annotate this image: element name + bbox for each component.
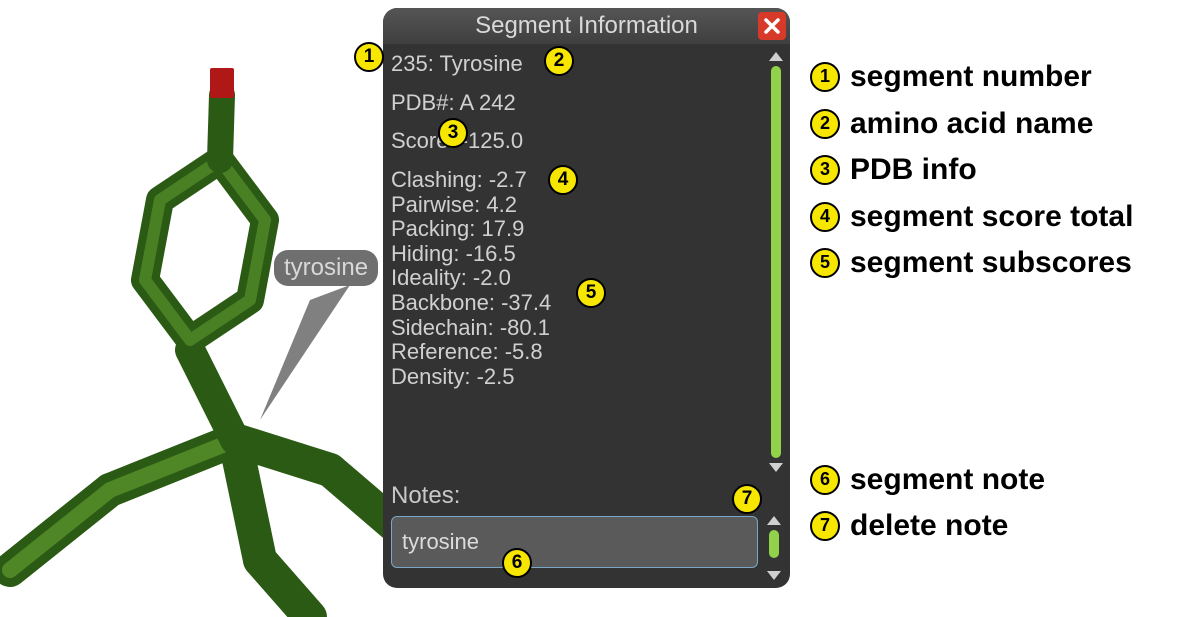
notes-scrollbar[interactable] (766, 516, 782, 580)
legend-marker: 2 (810, 109, 840, 139)
panel-scrollbar[interactable] (768, 52, 784, 472)
legend-label: amino acid name (850, 101, 1093, 148)
segment-line: 235: Tyrosine (391, 52, 760, 77)
panel-body: 235: Tyrosine PDB#: A 242 Score: -125.0 … (383, 44, 762, 480)
legend-marker: 1 (810, 62, 840, 92)
subscore-line: Pairwise: 4.2 (391, 193, 760, 218)
pdb-line: PDB#: A 242 (391, 91, 760, 116)
scroll-down-icon[interactable] (767, 571, 781, 580)
legend-row: 5 segment subscores (810, 240, 1133, 287)
callout-marker-4: 4 (548, 165, 578, 195)
notes-area: Notes: (391, 482, 758, 580)
subscore-line: Reference: -5.8 (391, 340, 760, 365)
panel-title: Segment Information (475, 12, 698, 40)
legend-row: 7 delete note (810, 503, 1133, 550)
legend-row: 2 amino acid name (810, 101, 1133, 148)
legend-marker: 6 (810, 465, 840, 495)
legend-marker: 7 (810, 511, 840, 541)
legend-label: segment subscores (850, 240, 1132, 287)
scroll-down-icon[interactable] (769, 463, 783, 472)
legend-label: segment score total (850, 194, 1133, 241)
legend-marker: 3 (810, 155, 840, 185)
callout-marker-1: 1 (354, 42, 384, 72)
subscore-line: Sidechain: -80.1 (391, 316, 760, 341)
scroll-thumb[interactable] (769, 530, 779, 558)
notes-input[interactable] (391, 516, 758, 568)
molecule-graphic (0, 0, 400, 617)
legend-row: 1 segment number (810, 54, 1133, 101)
legend-row: 3 PDB info (810, 147, 1133, 194)
legend-marker: 5 (810, 248, 840, 278)
scroll-up-icon[interactable] (769, 52, 783, 61)
callout-marker-2: 2 (544, 46, 574, 76)
legend: 1 segment number 2 amino acid name 3 PDB info… (810, 54, 1133, 550)
notes-label: Notes: (391, 482, 460, 510)
panel-titlebar[interactable]: Segment Information (383, 8, 790, 44)
subscore-line: Packing: 17.9 (391, 217, 760, 242)
legend-label: delete note (850, 503, 1008, 550)
close-button[interactable] (758, 12, 786, 40)
legend-label: PDB info (850, 147, 977, 194)
legend-label: segment note (850, 457, 1045, 504)
close-icon (762, 16, 782, 36)
subscore-line: Ideality: -2.0 (391, 266, 760, 291)
callout-marker-6: 6 (502, 548, 532, 578)
subscore-line: Density: -2.5 (391, 365, 760, 390)
legend-label: segment number (850, 54, 1092, 101)
callout-marker-5: 5 (576, 278, 606, 308)
legend-row: 4 segment score total (810, 194, 1133, 241)
scroll-thumb[interactable] (771, 66, 781, 458)
callout-marker-3: 3 (438, 118, 468, 148)
legend-row: 6 segment note (810, 457, 1133, 504)
callout-marker-7: 7 (732, 484, 762, 514)
residue-tooltip: tyrosine (274, 250, 378, 286)
scroll-up-icon[interactable] (767, 516, 781, 525)
legend-marker: 4 (810, 202, 840, 232)
subscore-line: Hiding: -16.5 (391, 242, 760, 267)
